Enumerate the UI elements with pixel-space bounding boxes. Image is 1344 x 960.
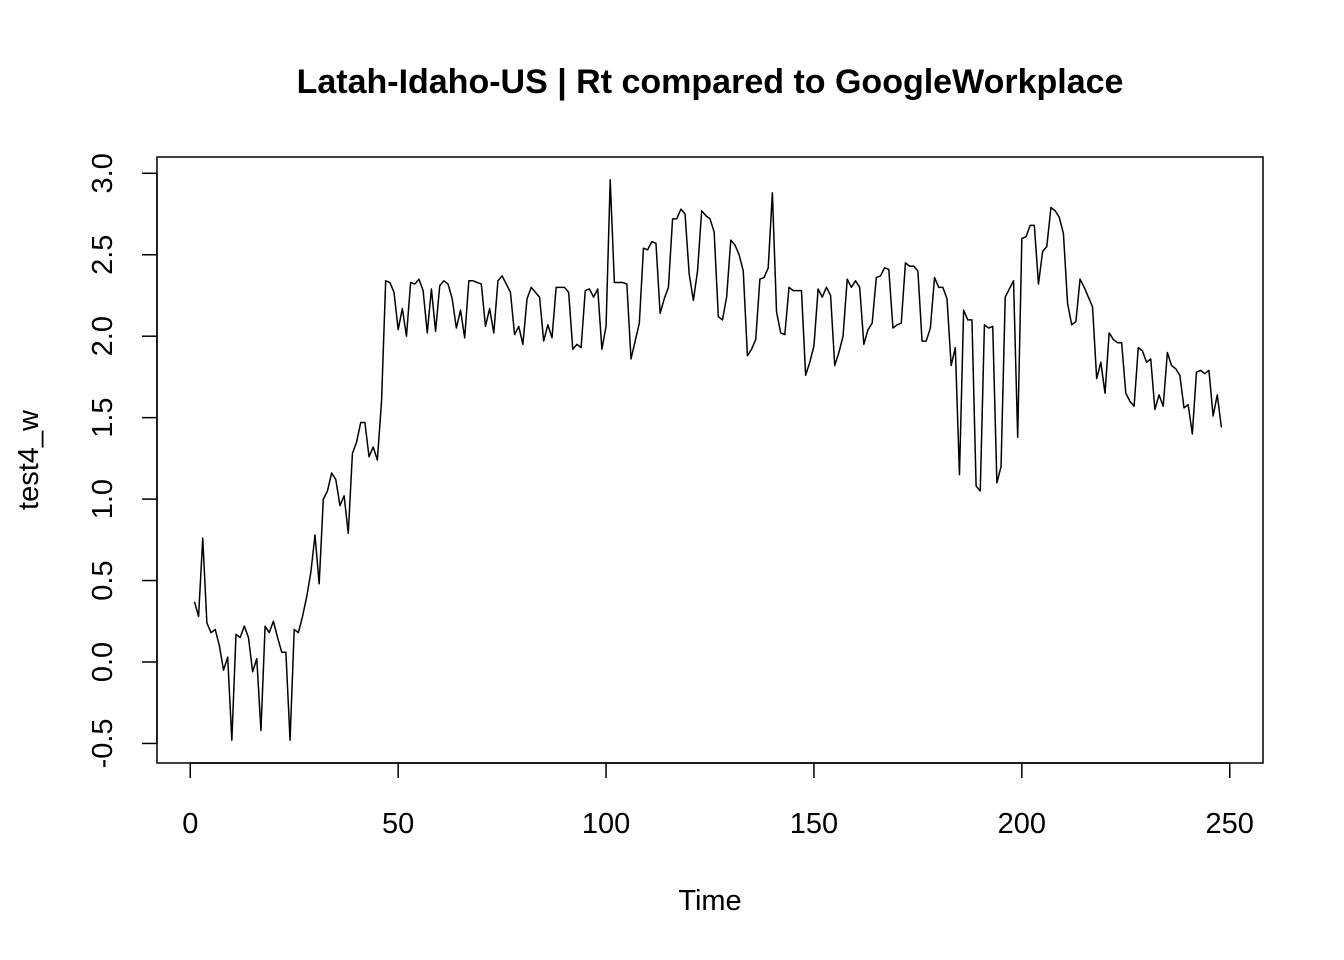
x-tick-label: 250	[1206, 808, 1254, 840]
y-axis: -0.5 0.0 0.5 1.0 1.5 2.0 2.5 3.0	[87, 153, 158, 768]
y-tick-label: -0.5	[87, 718, 119, 768]
chart-title: Latah-Idaho-US | Rt compared to GoogleWo…	[297, 63, 1124, 101]
y-tick-label: 1.5	[87, 397, 119, 437]
y-tick-label: 0.5	[87, 560, 119, 600]
x-axis: 0 50 100 150 200 250	[182, 762, 1254, 840]
y-tick-label: 3.0	[87, 153, 119, 193]
y-tick-label: 2.5	[87, 235, 119, 275]
x-tick-label: 0	[182, 808, 198, 840]
plot-frame	[156, 156, 1264, 764]
y-tick-label: 1.0	[87, 479, 119, 519]
x-tick-label: 50	[382, 808, 414, 840]
x-tick-label: 100	[582, 808, 630, 840]
y-tick-label: 0.0	[87, 642, 119, 682]
x-axis-label: Time	[678, 885, 741, 917]
y-tick-label: 2.0	[87, 316, 119, 356]
series-line	[193, 179, 1223, 741]
x-tick-label: 150	[790, 808, 838, 840]
x-tick-label: 200	[998, 808, 1046, 840]
y-axis-label: test4_w	[13, 409, 45, 510]
